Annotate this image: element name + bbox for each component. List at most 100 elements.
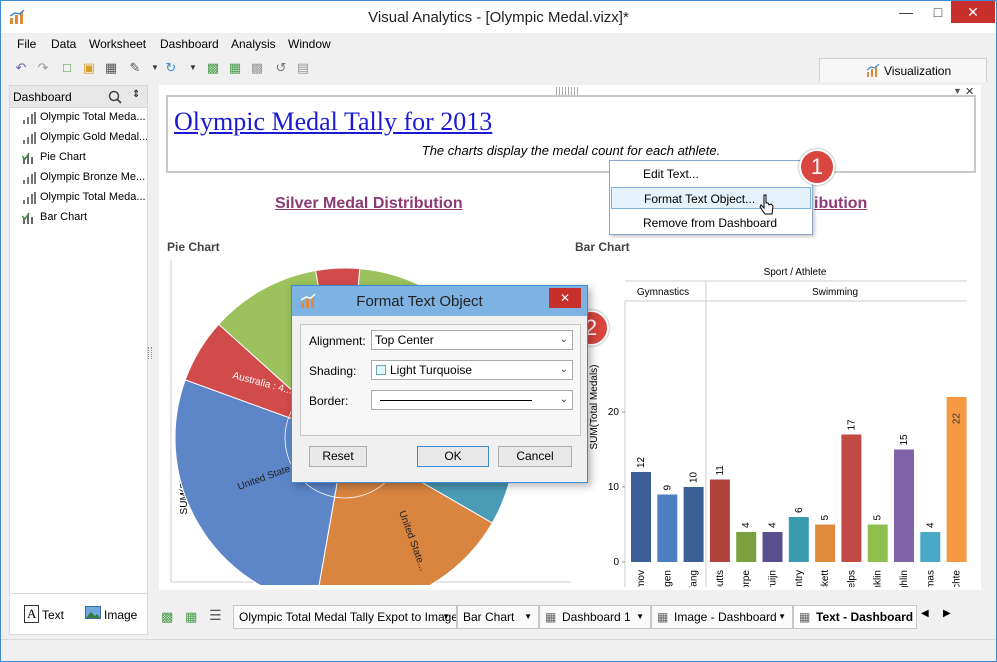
tab-dropdown-icon[interactable]: ▼ bbox=[636, 612, 644, 621]
bar[interactable] bbox=[631, 472, 651, 562]
menu-window[interactable]: Window bbox=[288, 37, 331, 51]
dialog-title-bar: Format Text Object ✕ bbox=[292, 286, 587, 316]
dashboard-icon: ▦ bbox=[657, 610, 669, 624]
menu-dashboard[interactable]: Dashboard bbox=[160, 37, 219, 51]
bar-data-label: 4 bbox=[768, 522, 779, 528]
tab-text-dashboard[interactable]: ▦ Text - Dashboard bbox=[793, 605, 917, 629]
drag-handle[interactable] bbox=[556, 87, 580, 95]
open-folder-icon[interactable]: ▣ bbox=[82, 60, 96, 75]
remove-from-dashboard-menu-item[interactable]: Remove from Dashboard bbox=[643, 216, 778, 230]
bar[interactable] bbox=[683, 487, 704, 562]
tab-bar-chart[interactable]: Bar Chart ▼ bbox=[457, 605, 539, 629]
dashboard-sidebar: Dashboard ⇕ Olympic Total Meda... Olympic… bbox=[9, 85, 148, 635]
sort-icon[interactable]: ⇕ bbox=[132, 89, 141, 100]
bar-chart[interactable]: Sport / Athlete Gymnastics Swimming SUM(… bbox=[575, 257, 975, 587]
silver-medal-section-title[interactable]: Silver Medal Distribution bbox=[275, 195, 463, 212]
tab-olympic-total-medal[interactable]: Olympic Total Medal Tally Expot to Image… bbox=[233, 605, 457, 629]
bar[interactable] bbox=[709, 479, 730, 563]
add-dashboard-icon[interactable]: ▦ bbox=[185, 609, 198, 624]
tab-label: Image - Dashboard bbox=[674, 610, 777, 624]
dialog-close-button[interactable]: ✕ bbox=[549, 288, 581, 308]
bar[interactable] bbox=[762, 532, 783, 562]
bar[interactable] bbox=[894, 449, 914, 563]
image-button[interactable]: Image bbox=[104, 608, 138, 622]
group-label-swimming: Swimming bbox=[812, 287, 858, 298]
maximize-button[interactable]: □ bbox=[933, 4, 943, 20]
tab-dropdown-icon[interactable]: ▼ bbox=[524, 612, 532, 621]
reset-button[interactable]: Reset bbox=[309, 446, 367, 467]
bar[interactable] bbox=[657, 494, 678, 563]
right-section-title[interactable]: ibution bbox=[814, 195, 868, 212]
add-grid-icon[interactable]: ▦ bbox=[228, 60, 242, 75]
redo-icon[interactable]: ↷ bbox=[37, 60, 49, 75]
sidebar-item[interactable]: Pie Chart bbox=[10, 148, 147, 168]
object-close-icon[interactable]: ✕ bbox=[965, 86, 975, 98]
bar[interactable] bbox=[946, 397, 967, 562]
bar-data-label: 17 bbox=[846, 419, 857, 431]
splitter-handle[interactable] bbox=[148, 347, 152, 359]
tab-list-icon[interactable]: ☰ bbox=[209, 607, 222, 623]
tab-scroll-left-icon[interactable]: ◀ bbox=[921, 608, 929, 619]
image-icon[interactable] bbox=[85, 606, 101, 619]
text-object-icon[interactable]: A bbox=[24, 605, 40, 623]
add-worksheet-icon[interactable]: ▩ bbox=[161, 609, 174, 624]
window-title: Visual Analytics - [Olympic Medal.vizx]* bbox=[368, 9, 629, 26]
alignment-select[interactable]: Top Center ⌄ bbox=[371, 330, 573, 350]
text-button[interactable]: Text bbox=[42, 608, 65, 622]
tab-dropdown-icon[interactable]: ▼ bbox=[442, 612, 450, 621]
x-category-label: Ian Thorpe bbox=[741, 570, 752, 587]
x-category-label: Michael Phelps bbox=[846, 570, 857, 587]
bar-chart-icon bbox=[23, 132, 36, 144]
bar[interactable] bbox=[841, 434, 862, 563]
shading-select[interactable]: Light Turquoise ⌄ bbox=[371, 360, 573, 380]
edit-text-menu-item[interactable]: Edit Text... bbox=[643, 167, 699, 181]
save-icon[interactable]: ▦ bbox=[104, 60, 118, 75]
tab-image-dashboard[interactable]: ▦ Image - Dashboard ▼ bbox=[651, 605, 793, 629]
tab-dropdown-icon[interactable]: ▼ bbox=[778, 612, 786, 621]
tab-scroll-right-icon[interactable]: ▶ bbox=[943, 608, 951, 619]
tab-dashboard-1[interactable]: ▦ Dashboard 1 ▼ bbox=[539, 605, 651, 629]
bar[interactable] bbox=[815, 524, 836, 563]
add-chart-icon[interactable]: ▩ bbox=[206, 60, 220, 75]
sidebar-header-label: Dashboard bbox=[13, 90, 72, 104]
rotate-icon[interactable]: ↺ bbox=[275, 60, 287, 75]
bar[interactable] bbox=[920, 532, 941, 562]
sidebar-item[interactable]: Bar Chart bbox=[10, 208, 147, 228]
bar[interactable] bbox=[736, 532, 757, 562]
brush-icon[interactable]: ✎ bbox=[129, 60, 141, 75]
search-icon[interactable] bbox=[108, 90, 122, 104]
ok-button[interactable]: OK bbox=[417, 446, 489, 467]
minimize-button[interactable]: — bbox=[899, 4, 913, 20]
close-button[interactable]: ✕ bbox=[951, 1, 995, 23]
refresh-dropdown-icon[interactable]: ▼ bbox=[189, 63, 197, 72]
bar-data-label: 11 bbox=[715, 465, 726, 476]
text-object[interactable]: Olympic Medal Tally for 2013 The charts … bbox=[166, 95, 976, 173]
sidebar-item[interactable]: Olympic Bronze Me... bbox=[10, 168, 147, 188]
dropdown-arrow-icon[interactable]: ▼ bbox=[151, 63, 159, 72]
sidebar-item[interactable]: Olympic Total Meda... bbox=[10, 108, 147, 128]
bar-data-label: 22 bbox=[952, 413, 963, 425]
refresh-icon[interactable]: ↻ bbox=[165, 60, 177, 75]
app-logo-icon bbox=[9, 9, 25, 24]
bar-data-label: 9 bbox=[662, 485, 673, 491]
bar[interactable] bbox=[788, 517, 809, 562]
format-text-object-menu-item[interactable]: Format Text Object... bbox=[611, 187, 811, 209]
border-select[interactable]: ⌄ bbox=[371, 390, 573, 410]
menu-data[interactable]: Data bbox=[51, 37, 77, 51]
undo-icon[interactable]: ↶ bbox=[15, 60, 27, 75]
menu-worksheet[interactable]: Worksheet bbox=[89, 37, 147, 51]
bar[interactable] bbox=[867, 524, 888, 563]
x-category-label: Libby Lenton-Trickett bbox=[820, 570, 831, 587]
bar-chart-icon bbox=[23, 112, 36, 124]
dialog-options-panel: Alignment: Top Center ⌄ Shading: Light T… bbox=[300, 324, 581, 436]
new-icon[interactable]: □ bbox=[63, 60, 71, 75]
sidebar-item[interactable]: Olympic Gold Medal... bbox=[10, 128, 147, 148]
menu-file[interactable]: File bbox=[17, 37, 37, 51]
sidebar-item[interactable]: Olympic Total Meda... bbox=[10, 188, 147, 208]
columns-icon[interactable]: ▤ bbox=[296, 60, 310, 75]
object-menu-arrow-icon[interactable]: ▼ bbox=[953, 86, 962, 96]
bar-chart-tool-icon[interactable]: ▩ bbox=[250, 60, 264, 75]
cancel-button[interactable]: Cancel bbox=[498, 446, 572, 467]
menu-analysis[interactable]: Analysis bbox=[231, 37, 276, 51]
visualization-tab[interactable]: Visualization bbox=[819, 58, 987, 82]
